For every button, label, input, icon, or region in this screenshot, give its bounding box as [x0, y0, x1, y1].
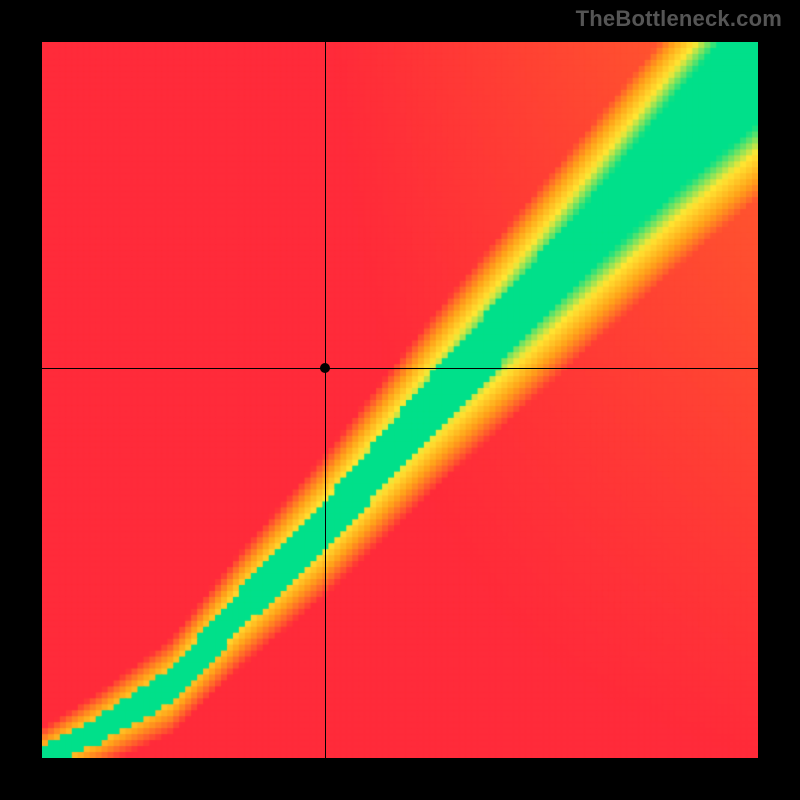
marker-dot	[320, 363, 330, 373]
heatmap-canvas	[42, 42, 758, 758]
plot-area	[42, 42, 758, 758]
crosshair-vertical	[325, 42, 326, 758]
chart-container: TheBottleneck.com	[0, 0, 800, 800]
watermark-text: TheBottleneck.com	[576, 6, 782, 32]
crosshair-horizontal	[42, 368, 758, 369]
